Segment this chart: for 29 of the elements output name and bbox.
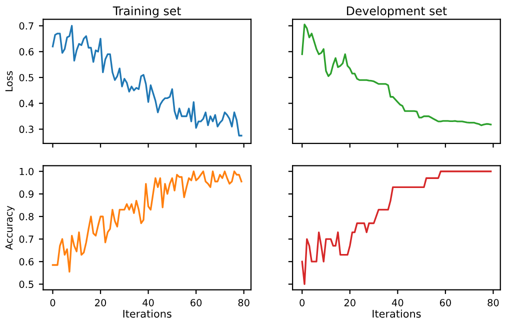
y-axis-title: Accuracy	[5, 206, 15, 250]
chart-title: Development set	[346, 6, 447, 18]
y-tick-label: 0.5	[19, 74, 34, 82]
y-tick-label: 0.5	[19, 280, 34, 288]
x-tick-label: 40	[142, 299, 154, 306]
y-tick-label: 0.6	[19, 48, 34, 56]
x-tick-label: 20	[344, 299, 356, 306]
y-tick-label: 0.7	[19, 22, 34, 30]
y-axis-title: Loss	[5, 71, 13, 92]
line-series	[52, 24, 242, 136]
x-tick-label: 0	[50, 299, 56, 306]
line-series	[52, 170, 242, 273]
x-tick-label: 60	[440, 299, 451, 306]
x-tick-label: 20	[95, 299, 106, 306]
y-tick-label: 0.7	[19, 236, 34, 243]
x-axis-title: Iterations	[123, 310, 172, 318]
chart-title: Training set	[112, 6, 181, 18]
x-tick-label: 0	[300, 299, 305, 306]
x-tick-label: 60	[190, 299, 202, 306]
y-tick-label: 0.8	[19, 212, 34, 220]
y-tick-label: 0.4	[19, 100, 34, 108]
y-tick-label: 0.3	[19, 126, 34, 134]
x-tick-label: 80	[488, 299, 499, 306]
y-tick-label: 0.9	[19, 190, 34, 198]
y-tick-label: 1.0	[20, 168, 34, 176]
x-tick-label: 40	[392, 299, 404, 306]
x-axis-title: Iterations	[372, 310, 421, 318]
x-tick-label: 80	[238, 299, 250, 306]
y-tick-label: 0.6	[19, 258, 34, 266]
